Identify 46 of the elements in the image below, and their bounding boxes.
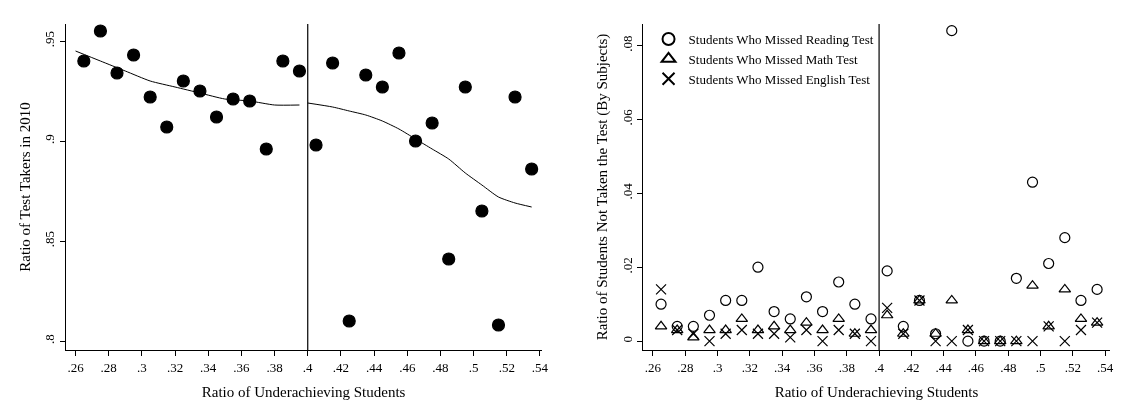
y-tick-label: .02 bbox=[619, 257, 635, 274]
x-tick-label: .3 bbox=[137, 359, 147, 375]
x-tick-label: .34 bbox=[774, 359, 791, 375]
x-tick-label: .4 bbox=[302, 359, 314, 375]
x-tick-label: .3 bbox=[712, 359, 723, 375]
x-tick-label: .52 bbox=[498, 359, 515, 375]
x-tick-label: .5 bbox=[468, 359, 479, 375]
x-tick-label: .54 bbox=[531, 359, 549, 375]
x-tick-label: .34 bbox=[200, 359, 217, 375]
y-tick-label: .8 bbox=[42, 334, 58, 344]
x-tick-label: .26 bbox=[67, 359, 85, 375]
x-tick-label: .44 bbox=[365, 359, 383, 375]
y-tick-label: .9 bbox=[42, 134, 58, 144]
x-tick-label: .38 bbox=[266, 359, 283, 375]
x-tick-label: .46 bbox=[967, 359, 985, 375]
x-tick-label: .48 bbox=[1000, 359, 1017, 375]
x-tick-label: .52 bbox=[1064, 359, 1082, 375]
y-axis-title: Ratio of Students Not Taken the Test (By Subjects) bbox=[594, 33, 612, 341]
x-tick-label: .38 bbox=[838, 359, 855, 375]
x-tick-label: .48 bbox=[432, 359, 449, 375]
x-tick-label: .54 bbox=[1097, 359, 1114, 375]
x-tick-label: .32 bbox=[166, 359, 184, 375]
x-tick-label: .46 bbox=[399, 359, 416, 375]
x-tick-label: .44 bbox=[935, 359, 953, 375]
x-axis-title: Ratio of Underachieving Students bbox=[774, 383, 979, 400]
y-tick-label: .04 bbox=[619, 182, 635, 200]
x-tick-label: .28 bbox=[677, 359, 694, 375]
x-tick-label: .4 bbox=[874, 359, 885, 375]
y-tick-label: 0 bbox=[619, 335, 635, 343]
x-tick-label: .26 bbox=[644, 359, 662, 375]
y-tick-label: .95 bbox=[42, 30, 58, 48]
x-tick-label: .42 bbox=[903, 359, 920, 375]
y-tick-label: .85 bbox=[42, 230, 58, 248]
legend-label: Students Who Missed Reading Test bbox=[688, 32, 874, 48]
y-tick-label: .08 bbox=[619, 35, 635, 52]
x-tick-label: .42 bbox=[332, 359, 350, 375]
y-tick-label: .06 bbox=[619, 108, 635, 126]
x-axis-title: Ratio of Underachieving Students bbox=[201, 383, 406, 400]
legend-label: Students Who Missed English Test bbox=[688, 71, 871, 87]
x-tick-label: .36 bbox=[233, 359, 251, 375]
legend-label: Students Who Missed Math Test bbox=[688, 51, 858, 67]
x-tick-label: .28 bbox=[100, 359, 117, 375]
x-tick-label: .36 bbox=[806, 359, 824, 375]
y-axis-title: Ratio of Test Takers in 2010 bbox=[16, 102, 33, 272]
x-tick-label: .5 bbox=[1035, 359, 1046, 375]
x-tick-label: .32 bbox=[741, 359, 759, 375]
